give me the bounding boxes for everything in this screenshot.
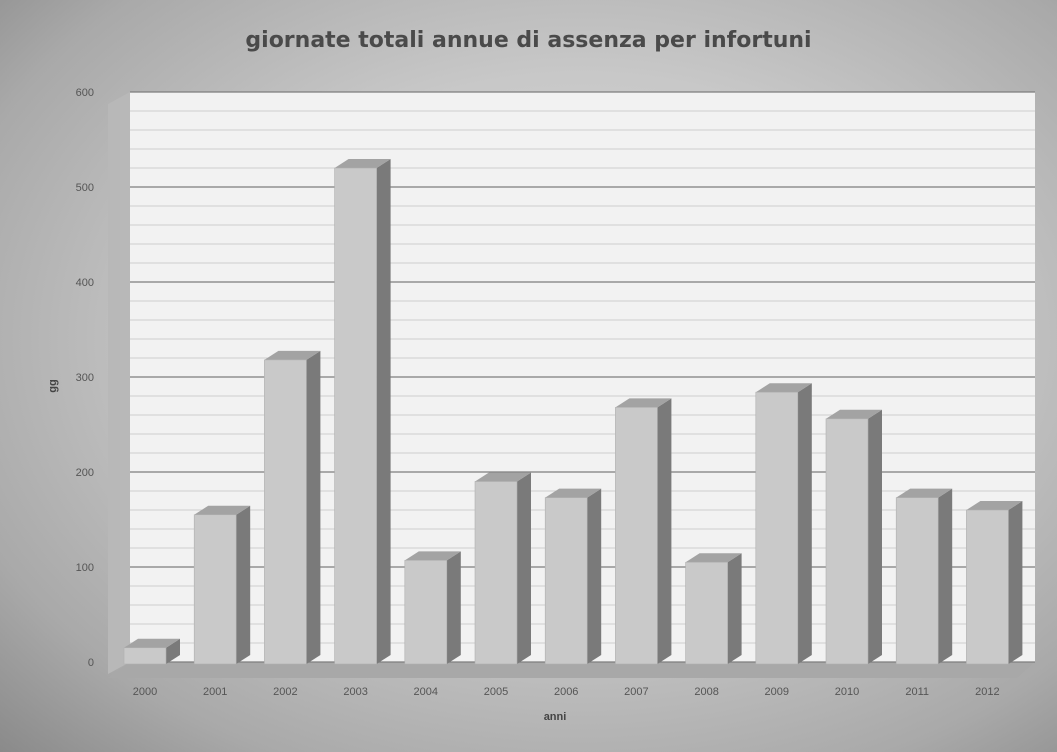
bar-side (587, 488, 602, 664)
bar-top (124, 638, 180, 648)
x-tick-label: 2012 (975, 686, 999, 698)
bar-top (264, 350, 321, 360)
bar-top (475, 472, 531, 482)
bar-front (615, 407, 658, 665)
bar-top (685, 553, 742, 563)
bar-top (896, 488, 953, 498)
bar-front (685, 561, 728, 665)
bar-front (544, 497, 588, 665)
bar (755, 383, 812, 665)
bar-side (797, 383, 812, 664)
bar-front (895, 497, 939, 665)
bar-side (376, 159, 391, 664)
bar-side (1008, 501, 1023, 664)
bar-front (474, 481, 518, 665)
bar (193, 505, 251, 665)
bar-front (825, 418, 869, 665)
bar-top (755, 383, 812, 393)
bar-front (264, 359, 307, 665)
side-wall (108, 92, 130, 674)
x-tick-label: 2010 (835, 686, 859, 698)
bar-front (334, 167, 377, 665)
x-tick-label: 2000 (133, 686, 157, 698)
bar (264, 350, 321, 665)
y-tick-label: 0 (88, 657, 94, 669)
bar-top (966, 501, 1023, 510)
x-tick-label: 2001 (203, 686, 227, 698)
bar-side (868, 409, 882, 664)
bar-front (193, 514, 237, 665)
x-tick-label: 2009 (765, 686, 789, 698)
y-tick-label: 300 (76, 372, 94, 384)
bar-side (446, 551, 461, 664)
y-tick-label: 200 (76, 467, 94, 479)
bar-front (404, 560, 448, 665)
bar-front (755, 391, 799, 665)
bar-side (938, 488, 953, 664)
x-tick-label: 2002 (273, 686, 297, 698)
bar-front (966, 509, 1009, 665)
bar-side (517, 472, 531, 664)
bar-side (236, 505, 251, 664)
bar (685, 553, 742, 665)
x-tick-label: 2005 (484, 686, 508, 698)
floor (108, 662, 1035, 678)
y-tick-label: 400 (76, 277, 94, 289)
x-tick-label: 2008 (694, 686, 718, 698)
bar (825, 409, 882, 665)
y-tick-label: 100 (76, 562, 94, 574)
x-tick-label: 2006 (554, 686, 578, 698)
x-axis-label: anni (544, 711, 567, 723)
bar-top (334, 159, 391, 168)
x-axis-ticks: 2000 2001 2002 2003 2004 2005 2006 2007 2008 2009… (133, 686, 1000, 698)
x-tick-label: 2007 (624, 686, 648, 698)
bar-top (194, 505, 251, 515)
bar-top (615, 398, 672, 408)
bar-top (545, 488, 602, 498)
bar-side (657, 398, 672, 664)
bar (474, 472, 531, 665)
bars (123, 159, 1023, 665)
y-axis-label: gg (47, 379, 59, 392)
bar-top (826, 409, 882, 419)
bar-front (123, 647, 167, 665)
bar (966, 501, 1023, 665)
chart-title: giornate totali annue di assenza per inf… (245, 28, 812, 53)
x-tick-label: 2003 (343, 686, 367, 698)
bar (615, 398, 672, 665)
bar-side (727, 553, 742, 664)
y-tick-label: 600 (76, 87, 94, 99)
y-tick-label: 500 (76, 182, 94, 194)
x-tick-label: 2011 (905, 686, 929, 698)
bar (544, 488, 602, 665)
bar (895, 488, 953, 665)
y-axis-ticks: 0 100 200 300 400 500 600 (76, 87, 94, 669)
bar-side (306, 350, 321, 664)
bar-side (166, 638, 180, 664)
bar (123, 638, 180, 665)
bar-top (404, 551, 461, 561)
bar (334, 159, 391, 665)
bar (404, 551, 461, 665)
x-tick-label: 2004 (414, 686, 438, 698)
